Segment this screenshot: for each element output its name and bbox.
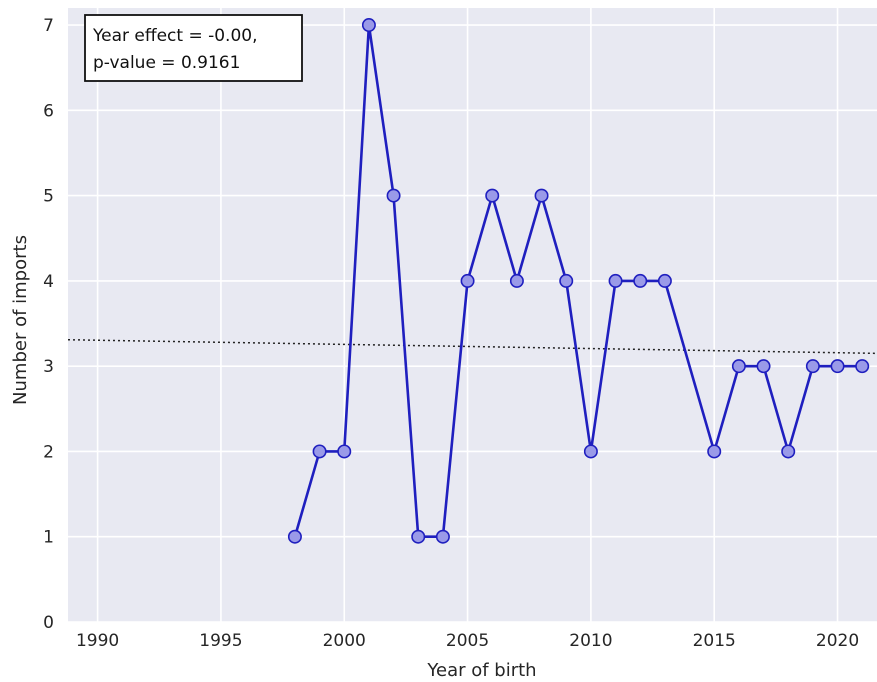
y-tick-label: 1 [43,528,54,548]
data-point [707,444,722,459]
y-tick-label: 6 [43,101,54,121]
data-point [287,529,302,544]
data-point [781,444,796,459]
annotation-frame [84,14,303,82]
data-point [534,188,549,203]
y-tick-label: 2 [43,442,54,462]
data-point [583,444,598,459]
x-axis-label: Year of birth [426,660,536,681]
data-point [657,273,672,288]
data-point [386,188,401,203]
x-tick-label: 2020 [816,631,859,651]
data-point [830,359,845,374]
data-point [633,273,648,288]
grid [68,8,877,623]
x-tick-label: 2005 [446,631,489,651]
plot-background [68,8,877,622]
data-point [756,359,771,374]
data-point [805,359,820,374]
data-point [559,273,574,288]
data-point [855,359,870,374]
y-tick-label: 3 [43,357,54,377]
x-tick-label: 1995 [199,631,242,651]
data-point [460,273,475,288]
data-point [485,188,500,203]
x-tick-label: 2000 [323,631,366,651]
x-axis-ticks: 1990 1995 2000 2005 2010 2015 2020 [76,631,859,651]
data-point [312,444,327,459]
x-tick-label: 1990 [76,631,119,651]
data-point [608,273,623,288]
y-axis-ticks: 0 1 2 3 4 5 6 7 [43,16,54,633]
data-point [731,359,746,374]
x-tick-label: 2015 [693,631,736,651]
data-points [287,18,870,544]
data-point [337,444,352,459]
y-tick-label: 7 [43,16,54,36]
data-point [435,529,450,544]
y-tick-label: 4 [43,272,54,292]
annotation-box: Year effect = -0.00, p-value = 0.9161 [84,14,303,82]
y-axis-label: Number of imports [10,235,31,405]
data-point [411,529,426,544]
x-tick-label: 2010 [569,631,612,651]
data-point [509,273,524,288]
data-point [361,18,376,33]
annotation-line-1: Year effect = -0.00, [92,26,257,46]
annotation-line-2: p-value = 0.9161 [93,53,240,73]
y-tick-label: 5 [43,187,54,207]
y-tick-label: 0 [43,613,54,633]
